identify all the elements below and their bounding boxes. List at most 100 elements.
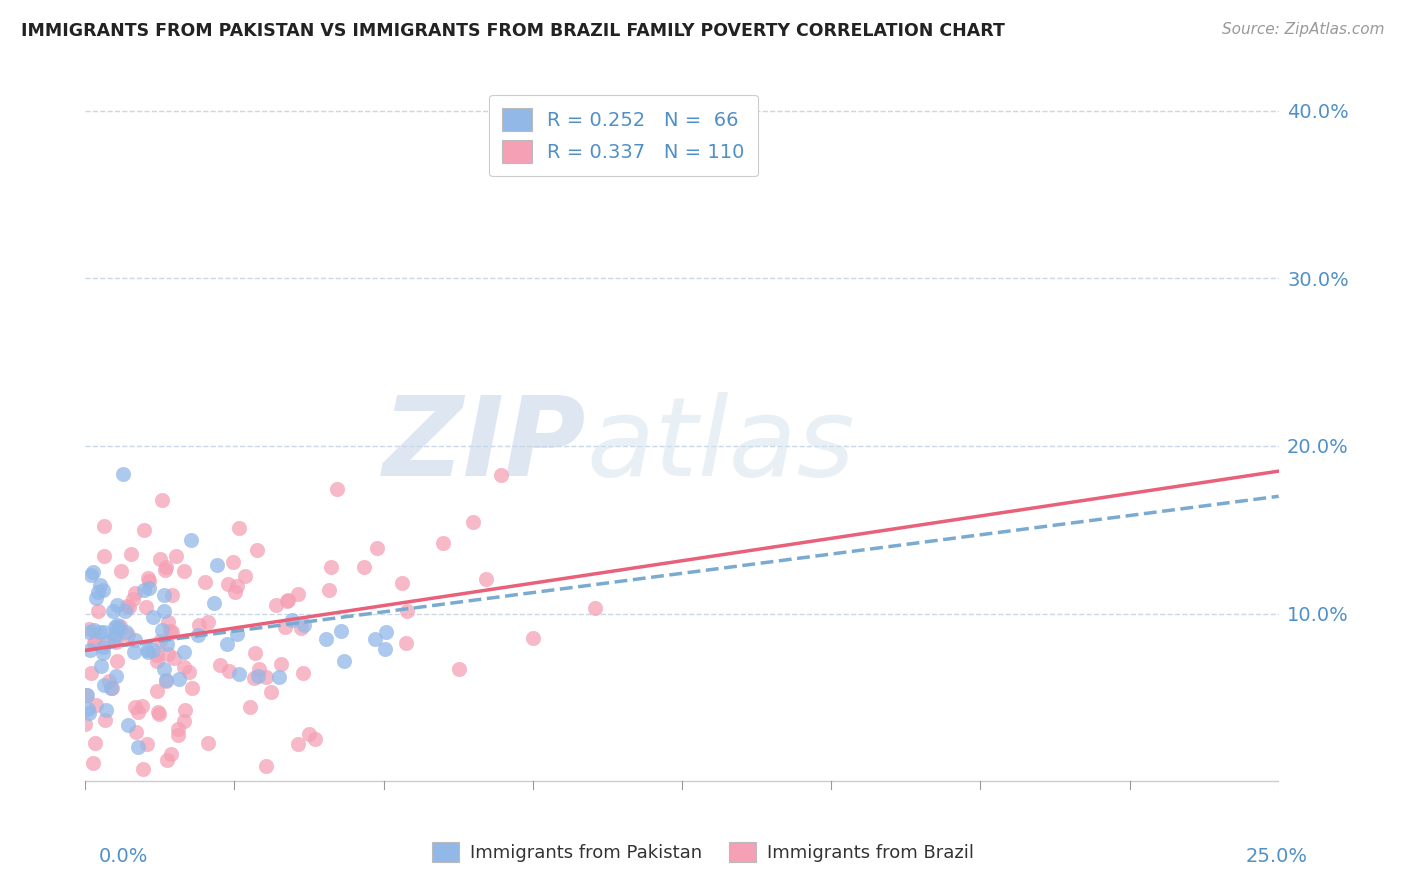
Point [101,604,124,618]
Point [101,681,124,696]
Point [131,699,153,714]
Point [163,651,186,665]
Point [80,567,103,582]
Point [583,601,606,615]
Point [277,592,299,607]
Point [120,547,142,561]
Point [321,560,343,574]
Point [93,625,115,640]
Point [290,621,312,635]
Point [173,659,195,673]
Point [247,662,270,676]
Point [94,703,117,717]
Point [197,615,219,630]
Point [197,736,219,750]
Point [247,668,270,682]
Point [224,584,246,599]
Point [228,521,250,535]
Point [138,581,160,595]
Point [155,673,177,688]
Point [89,625,111,640]
Point [326,482,349,496]
Point [315,632,337,646]
Point [75,717,97,731]
Point [304,731,326,746]
Point [218,664,240,678]
Point [177,665,200,680]
Point [87,604,110,618]
Point [98,674,121,689]
Point [157,615,180,629]
Point [87,585,110,599]
Point [135,599,157,614]
Point [364,632,387,647]
Point [243,671,266,685]
Point [254,670,277,684]
Point [522,631,544,645]
Point [117,628,139,642]
Point [76,688,98,702]
Point [489,468,512,483]
Point [83,636,105,650]
Point [105,618,128,632]
Point [138,645,160,659]
Point [96,634,118,648]
Point [105,598,128,612]
Point [167,728,190,742]
Point [180,681,202,696]
Point [167,673,190,687]
Point [202,596,225,610]
Point [148,707,170,722]
Point [180,533,202,548]
Point [132,583,155,598]
Point [217,637,239,651]
Point [117,600,139,615]
Point [160,624,183,639]
Point [156,753,179,767]
Text: Source: ZipAtlas.com: Source: ZipAtlas.com [1222,22,1385,37]
Point [173,703,195,717]
Point [79,642,101,657]
Point [239,699,262,714]
Point [449,662,471,676]
Point [124,585,146,599]
Text: IMMIGRANTS FROM PAKISTAN VS IMMIGRANTS FROM BRAZIL FAMILY POVERTY CORRELATION CH: IMMIGRANTS FROM PAKISTAN VS IMMIGRANTS F… [21,22,1005,40]
Point [105,654,128,668]
Point [122,592,145,607]
Point [100,681,122,695]
Point [374,642,396,657]
Point [146,705,169,719]
Point [114,625,136,640]
Point [79,706,101,721]
Point [149,634,172,648]
Point [108,621,131,635]
Point [167,722,190,736]
Point [124,633,146,648]
Point [333,654,356,668]
Point [233,569,256,583]
Point [142,610,165,624]
Point [353,560,375,574]
Point [84,635,107,649]
Point [475,572,498,586]
Point [77,625,100,640]
Point [149,552,172,566]
Point [124,725,146,739]
Point [114,603,136,617]
Point [93,518,115,533]
Point [127,740,149,755]
Text: atlas: atlas [586,392,855,500]
Point [432,536,454,550]
Point [145,684,167,698]
Point [117,718,139,732]
Point [104,627,127,641]
Point [173,564,195,578]
Point [89,578,111,592]
Point [153,563,176,577]
Point [159,624,181,638]
Point [187,618,209,632]
Point [254,759,277,773]
Point [375,625,398,640]
Point [138,574,160,589]
Point [93,677,115,691]
